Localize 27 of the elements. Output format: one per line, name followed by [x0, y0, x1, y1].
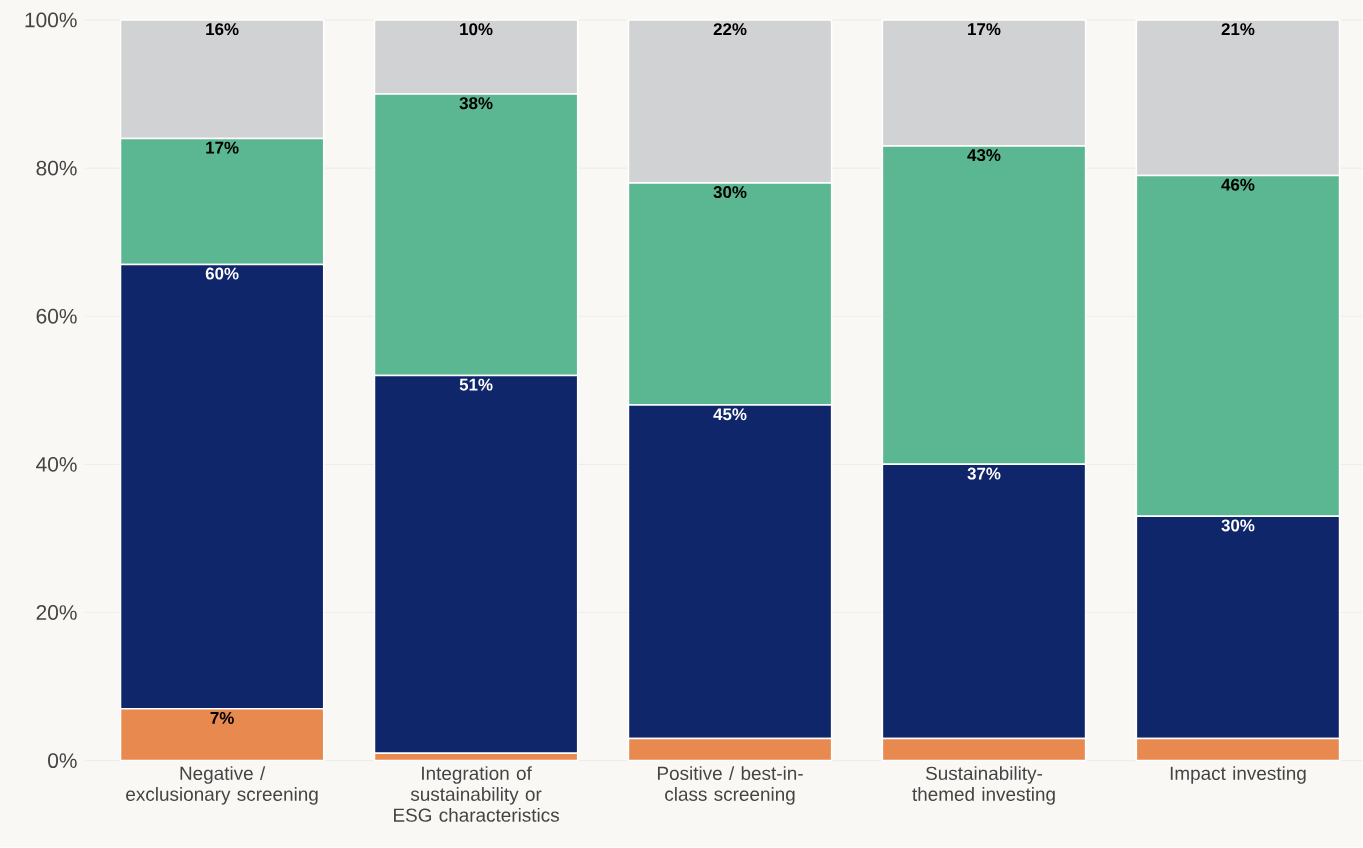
- data-label: 17%: [968, 23, 1001, 36]
- data-label: 21%: [1221, 23, 1255, 36]
- y-tick-label: 60%: [36, 309, 77, 324]
- data-label: 17%: [206, 141, 239, 154]
- y-tick-label: 100%: [25, 12, 77, 28]
- y-tick-label: 20%: [36, 605, 77, 621]
- x-tick-label: Negative / exclusionary screening: [126, 766, 318, 805]
- data-label: 7%: [210, 712, 234, 725]
- data-label: 51%: [459, 378, 493, 391]
- y-tick-label: 40%: [36, 457, 77, 472]
- data-label: 10%: [460, 23, 493, 36]
- x-tick-label: Positive / best-in-class screening: [657, 766, 803, 805]
- data-label: 30%: [1221, 519, 1255, 532]
- data-label: 38%: [459, 97, 493, 110]
- y-tick-label: 0%: [48, 753, 77, 769]
- x-tick-label: Integration of sustainability or ESG characteristics: [394, 766, 559, 823]
- data-label: 22%: [713, 23, 747, 36]
- y-tick-label: 80%: [36, 160, 77, 176]
- data-label: 16%: [206, 23, 239, 36]
- data-label: 43%: [967, 149, 1001, 162]
- x-tick-label: Impact investing: [1170, 766, 1306, 784]
- data-label: 46%: [1221, 178, 1255, 191]
- data-label: 45%: [713, 408, 747, 421]
- x-tick-label: Sustainability-themed investing: [912, 766, 1055, 805]
- data-label: 60%: [205, 267, 239, 280]
- data-label: 37%: [967, 467, 1001, 480]
- data-label: 30%: [713, 186, 747, 199]
